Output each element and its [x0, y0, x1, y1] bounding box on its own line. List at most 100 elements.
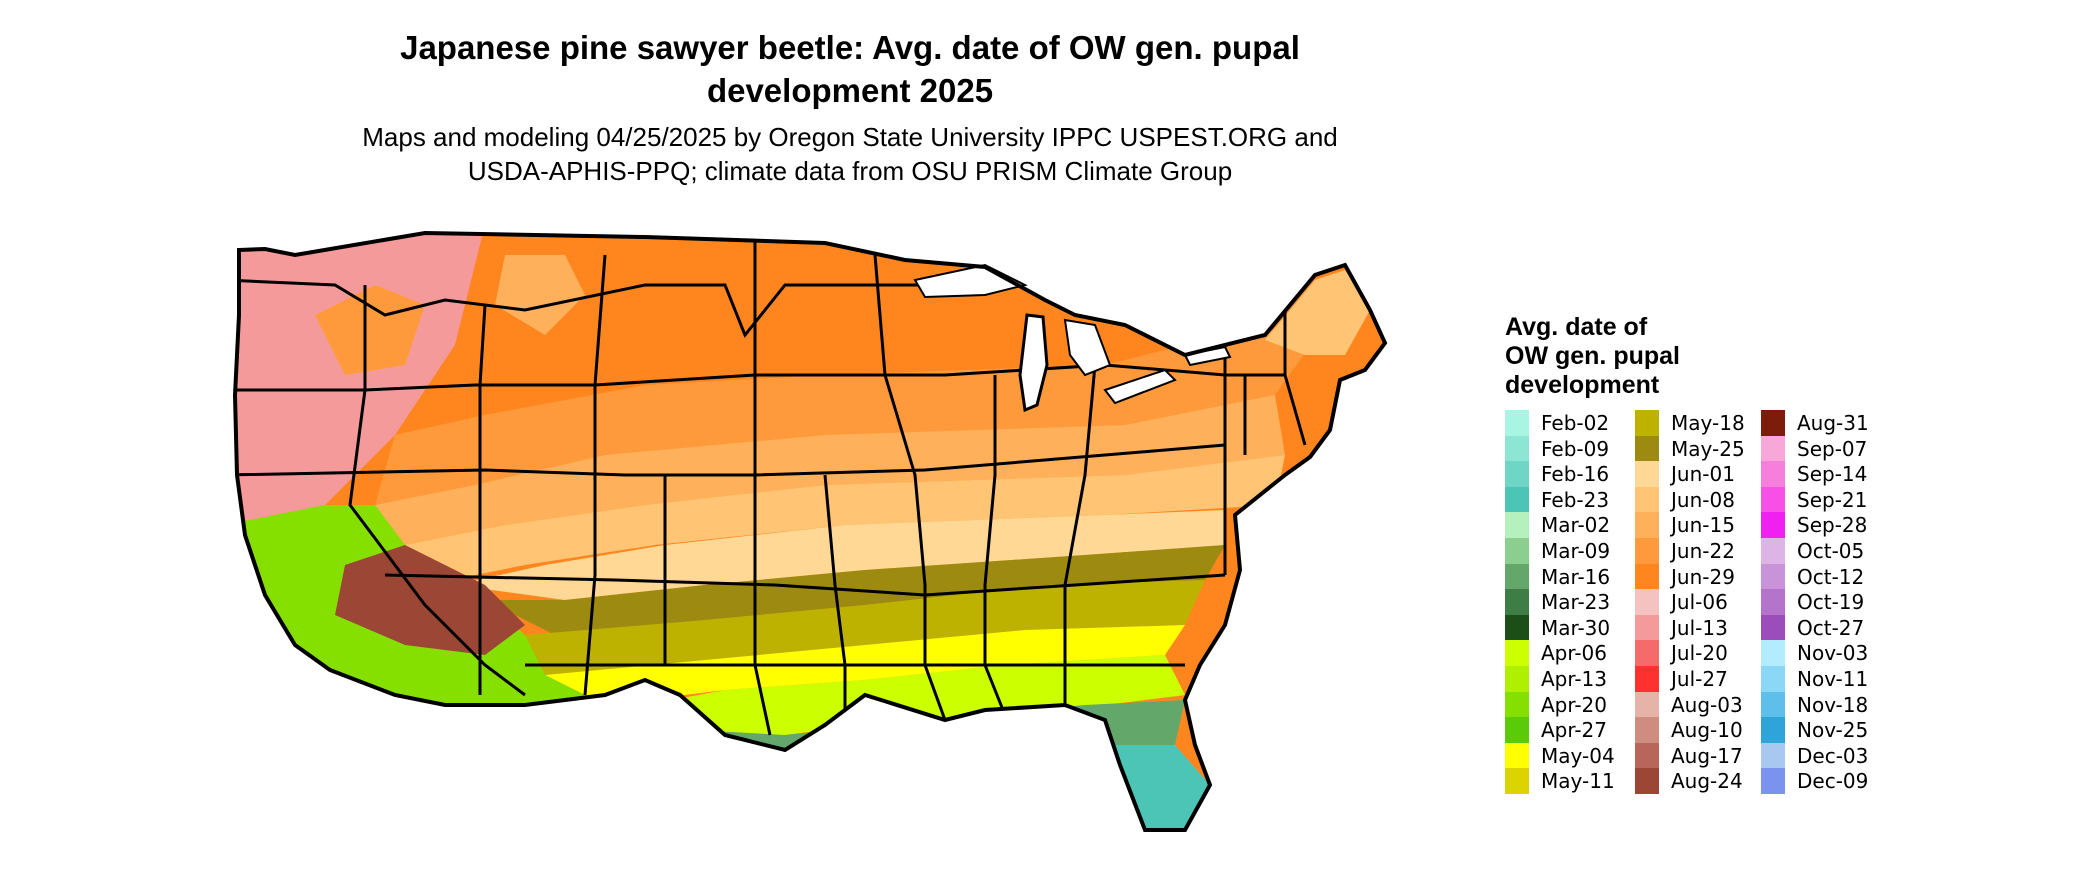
legend-item: Sep-14: [1761, 461, 1891, 487]
legend-swatch: [1635, 537, 1659, 564]
legend-swatch: [1761, 717, 1785, 743]
legend-swatch: [1505, 410, 1529, 436]
legend-label: Apr-20: [1541, 692, 1607, 717]
zone-band: [405, 455, 1285, 585]
zone-band: [765, 785, 875, 830]
legend-swatch: [1761, 461, 1785, 487]
state-line: [384, 573, 1226, 597]
map-title-line-1: Japanese pine sawyer beetle: Avg. date o…: [400, 29, 1300, 66]
legend-label: Oct-12: [1797, 564, 1865, 589]
legend-label: Mar-30: [1541, 615, 1611, 640]
legend-swatch: [1761, 512, 1785, 538]
legend-swatch: [1505, 691, 1529, 718]
legend-label: Oct-19: [1797, 590, 1865, 615]
legend-swatch: [1761, 742, 1785, 769]
zone-band: [455, 510, 1225, 600]
legend-swatch: [1635, 563, 1659, 590]
legend-item: Mar-30: [1505, 614, 1635, 641]
legend-item: Aug-03: [1635, 691, 1765, 718]
zone-band: [495, 255, 585, 335]
zone-band: [375, 395, 1285, 545]
legend-label: Mar-16: [1541, 564, 1611, 589]
legend-swatch: [1505, 640, 1529, 666]
zone-band: [525, 580, 1205, 675]
legend-title-line-1: Avg. date of: [1505, 313, 1648, 341]
legend-item: Mar-23: [1505, 589, 1635, 615]
state-boundaries: [235, 237, 1307, 736]
legend-label: Nov-11: [1797, 666, 1869, 691]
legend-swatch: [1505, 435, 1529, 462]
legend-swatch: [1505, 589, 1529, 615]
state-line: [983, 375, 1007, 716]
legend-item: Nov-25: [1761, 717, 1891, 743]
legend-swatch: [1635, 461, 1659, 487]
legend-label: Feb-16: [1541, 462, 1610, 487]
legend-label: Feb-02: [1541, 411, 1610, 435]
legend-swatch: [1505, 486, 1529, 513]
legend-item: Jul-20: [1635, 640, 1765, 666]
legend-swatch: [1635, 589, 1659, 615]
legend-item: Aug-24: [1635, 768, 1765, 794]
state-line: [478, 304, 487, 695]
state-line: [235, 278, 945, 338]
legend-swatch: [1635, 512, 1659, 538]
legend-item: Dec-03: [1761, 742, 1891, 769]
legend-swatch: [1505, 717, 1529, 743]
state-line: [348, 285, 526, 697]
legend-label: Jul-27: [1671, 666, 1728, 691]
legend-item: Mar-16: [1505, 563, 1635, 590]
legend-column: Feb-02 Feb-09 Feb-16 Feb-23 Mar-02 Mar-09 Mar-…: [1505, 410, 1635, 794]
legend-item: Nov-11: [1761, 665, 1891, 692]
legend-item: Jul-13: [1635, 614, 1765, 641]
legend-item: Feb-09: [1505, 435, 1635, 462]
legend-label: Oct-27: [1797, 615, 1865, 640]
legend-label: Jun-08: [1671, 487, 1735, 512]
map-subtitle: Maps and modeling 04/25/2025 by Oregon S…: [300, 120, 1400, 188]
state-line: [1063, 364, 1097, 705]
legend-item: Nov-03: [1761, 640, 1891, 666]
map-title-line-2: development 2025: [706, 72, 994, 109]
legend-item: Jun-01: [1635, 461, 1765, 487]
legend-item: May-04: [1505, 742, 1635, 769]
legend-swatch: [1761, 563, 1785, 590]
legend-column: Aug-31 Sep-07 Sep-14 Sep-21 Sep-28 Oct-05 Oct-…: [1761, 410, 1891, 794]
legend-label: Apr-06: [1541, 641, 1607, 666]
legend-label: Mar-02: [1541, 513, 1611, 538]
legend-label: Mar-09: [1541, 538, 1611, 563]
zone-band: [1265, 270, 1370, 355]
legend-swatch: [1505, 461, 1529, 487]
legend-item: Apr-27: [1505, 717, 1635, 743]
legend-item: Sep-28: [1761, 512, 1891, 538]
legend-label: Aug-24: [1671, 769, 1743, 794]
legend-swatch: [1761, 435, 1785, 462]
legend-swatch: [1635, 614, 1659, 641]
state-line: [583, 254, 607, 696]
legend-swatch: [1635, 486, 1659, 513]
legend-label: Jul-13: [1671, 615, 1728, 640]
legend-column: May-18 May-25 Jun-01 Jun-08 Jun-15 Jun-22 Jun-…: [1635, 410, 1765, 794]
legend-item: Jun-15: [1635, 512, 1765, 538]
zone-band: [725, 755, 925, 795]
legend-swatch: [1635, 768, 1659, 794]
legend-label: Aug-03: [1671, 692, 1743, 717]
legend-swatch: [1505, 537, 1529, 564]
legend-item: Dec-09: [1761, 768, 1891, 794]
legend-item: Jun-22: [1635, 537, 1765, 564]
legend-swatch: [1635, 410, 1659, 436]
legend-item: Jun-08: [1635, 486, 1765, 513]
map-color-zones: [235, 233, 1385, 830]
legend-item: May-25: [1635, 435, 1765, 462]
legend-item: Oct-12: [1761, 563, 1891, 590]
legend-label: Sep-14: [1797, 462, 1868, 487]
legend-swatch: [1635, 665, 1659, 692]
legend-item: Oct-05: [1761, 537, 1891, 564]
legend-swatch: [1761, 640, 1785, 666]
map-subtitle-line-1: Maps and modeling 04/25/2025 by Oregon S…: [362, 122, 1338, 152]
legend-item: Aug-17: [1635, 742, 1765, 769]
legend-label: May-25: [1671, 436, 1745, 461]
legend-label: Oct-05: [1797, 538, 1865, 563]
legend-label: May-04: [1541, 743, 1615, 768]
legend-item: Oct-19: [1761, 589, 1891, 615]
map-subtitle-line-2: USDA-APHIS-PPQ; climate data from OSU PR…: [467, 156, 1233, 186]
legend-label: Jun-22: [1671, 538, 1735, 563]
